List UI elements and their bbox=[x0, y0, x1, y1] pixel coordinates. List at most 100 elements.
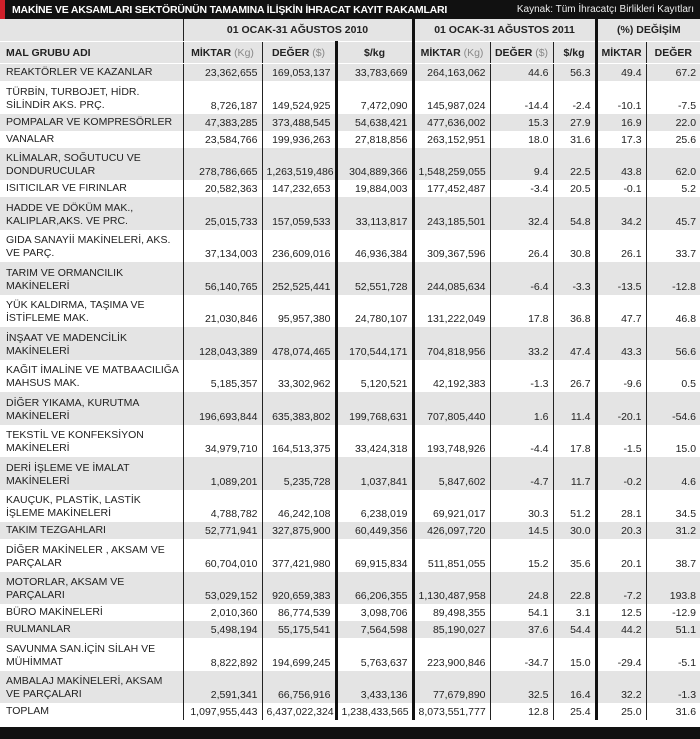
cell-value: 15.0 bbox=[645, 424, 700, 457]
cell-value: 46,242,108 bbox=[261, 489, 336, 522]
cell-value: 31.6 bbox=[645, 703, 700, 720]
group-2010: 01 OCAK-31 AĞUSTOS 2010 bbox=[182, 19, 414, 42]
cell-value: 20.5 bbox=[552, 180, 597, 197]
cell-value: 5.2 bbox=[645, 180, 700, 197]
col-perkg-2010: $/kg bbox=[334, 41, 414, 64]
cell-value: 128,043,389 bbox=[182, 327, 262, 360]
cell-value: 377,421,980 bbox=[261, 539, 336, 572]
cell-value: 157,059,533 bbox=[261, 197, 336, 230]
table-row: KLİMALAR, SOĞUTUCU VE DONDURUCULAR 278,78… bbox=[0, 147, 700, 180]
cell-value: 6,437,022,324 bbox=[261, 703, 336, 720]
row-label: DİĞER MAKİNELER , AKSAM VE PARÇALAR bbox=[6, 543, 165, 569]
cell-value: 304,889,366 bbox=[334, 147, 414, 180]
cell-value: 85,190,027 bbox=[411, 621, 491, 638]
table-row: DİĞER YIKAMA, KURUTMA MAKİNELERİ 196,693,… bbox=[0, 392, 700, 425]
cell-value: 511,851,055 bbox=[411, 539, 491, 572]
row-label: TEKSTİL VE KONFEKSİYON MAKİNELERİ bbox=[6, 429, 144, 454]
cell-value: 24,780,107 bbox=[334, 294, 414, 327]
cell-value: 23,362,655 bbox=[182, 63, 262, 81]
cell-value: -1.3 bbox=[489, 359, 554, 392]
table-row: İNŞAAT VE MADENCİLİK MAKİNELERİ 128,043,3… bbox=[0, 327, 700, 360]
cell-value: -14.4 bbox=[489, 81, 554, 114]
cell-value: 2,010,360 bbox=[182, 604, 262, 621]
cell-value: -4.7 bbox=[489, 457, 554, 490]
cell-value: -7.5 bbox=[645, 81, 700, 114]
cell-value: 147,232,653 bbox=[261, 180, 336, 197]
row-label: DİĞER YIKAMA, KURUTMA MAKİNELERİ bbox=[6, 396, 139, 422]
row-label: YÜK KALDIRMA, TAŞIMA VE İSTİFLEME MAK. bbox=[6, 299, 145, 324]
table-row: KAĞIT İMALİNE VE MATBAACILIĞA MAHSUS MAK… bbox=[0, 359, 700, 392]
cell-value: 33.2 bbox=[489, 327, 554, 360]
cell-value: 32.4 bbox=[489, 197, 554, 230]
cell-value: 1,548,259,055 bbox=[411, 147, 491, 180]
cell-value: 8,726,187 bbox=[182, 81, 262, 114]
table-row: POMPALAR VE KOMPRESÖRLER 47,383,285 373,48… bbox=[0, 113, 700, 131]
cell-value: 193.8 bbox=[645, 571, 700, 604]
cell-value: 36.8 bbox=[552, 294, 597, 327]
cell-value: 30.3 bbox=[489, 489, 554, 522]
cell-value: -2.4 bbox=[552, 81, 597, 114]
table-row: BÜRO MAKİNELERİ 2,010,360 86,774,539 3,098,… bbox=[0, 604, 700, 621]
cell-value: 95,957,380 bbox=[261, 294, 336, 327]
cell-value: -0.2 bbox=[594, 457, 647, 490]
row-label: AMBALAJ MAKİNELERİ, AKSAM VE PARÇALARI bbox=[6, 675, 163, 700]
cell-value: 327,875,900 bbox=[261, 522, 336, 539]
cell-value: 704,818,956 bbox=[411, 327, 491, 360]
cell-value: -4.4 bbox=[489, 424, 554, 457]
source-note: Kaynak: Tüm İhracatçı Birlikleri Kayıtla… bbox=[516, 4, 694, 15]
cell-value: 264,163,062 bbox=[411, 63, 491, 81]
cell-value: 66,756,916 bbox=[261, 670, 336, 703]
row-label: VANALAR bbox=[6, 132, 55, 145]
cell-value: 164,513,375 bbox=[261, 424, 336, 457]
table-row: GIDA SANAYİİ MAKİNELERİ, AKS. VE PARÇ. 37… bbox=[0, 229, 700, 262]
cell-value: -10.1 bbox=[594, 81, 647, 114]
export-data-table: 01 OCAK-31 AĞUSTOS 2010 01 OCAK-31 AĞUST… bbox=[0, 19, 700, 720]
cell-value: 33.7 bbox=[645, 229, 700, 262]
cell-value: 12.5 bbox=[594, 604, 647, 621]
cell-value: 3,098,706 bbox=[334, 604, 414, 621]
cell-value: 223,900,846 bbox=[411, 638, 491, 671]
title-bar: MAKİNE VE AKSAMLARI SEKTÖRÜNÜN TAMAMINA … bbox=[0, 0, 700, 19]
group-header-row: 01 OCAK-31 AĞUSTOS 2010 01 OCAK-31 AĞUST… bbox=[0, 19, 700, 42]
cell-value: 15.0 bbox=[552, 638, 597, 671]
cell-value: 69,915,834 bbox=[334, 539, 414, 572]
table-row: REAKTÖRLER VE KAZANLAR 23,362,655 169,053,… bbox=[0, 63, 700, 81]
cell-value: 263,152,951 bbox=[411, 130, 491, 148]
cell-value: 1,238,433,565 bbox=[334, 703, 414, 720]
cell-value: 53,029,152 bbox=[182, 571, 262, 604]
cell-value: 54,638,421 bbox=[334, 113, 414, 131]
cell-value: -12.9 bbox=[645, 604, 700, 621]
cell-value: 252,525,441 bbox=[261, 262, 336, 295]
cell-value: 11.4 bbox=[552, 392, 597, 425]
cell-value: -3.3 bbox=[552, 262, 597, 295]
cell-value: -3.4 bbox=[489, 180, 554, 197]
cell-value: 26.1 bbox=[594, 229, 647, 262]
cell-value: 49.4 bbox=[594, 63, 647, 81]
cell-value: 45.7 bbox=[645, 197, 700, 230]
cell-value: 6,238,019 bbox=[334, 489, 414, 522]
cell-value: 193,748,926 bbox=[411, 424, 491, 457]
cell-value: 12.8 bbox=[489, 703, 554, 720]
cell-value: 46,936,384 bbox=[334, 229, 414, 262]
cell-value: 199,768,631 bbox=[334, 392, 414, 425]
cell-value: 177,452,487 bbox=[411, 180, 491, 197]
cell-value: 309,367,596 bbox=[411, 229, 491, 262]
col-name: MAL GRUBU ADI bbox=[0, 41, 183, 64]
cell-value: 5,185,357 bbox=[182, 359, 262, 392]
cell-value: 52,551,728 bbox=[334, 262, 414, 295]
col-perkg-2011: $/kg bbox=[552, 41, 597, 64]
cell-value: 33,302,962 bbox=[261, 359, 336, 392]
cell-value: 54.4 bbox=[552, 621, 597, 638]
cell-value: 145,987,024 bbox=[411, 81, 491, 114]
cell-value: 9.4 bbox=[489, 147, 554, 180]
cell-value: 47.7 bbox=[594, 294, 647, 327]
table-title: MAKİNE VE AKSAMLARI SEKTÖRÜNÜN TAMAMINA … bbox=[12, 3, 448, 16]
cell-value: 22.8 bbox=[552, 571, 597, 604]
cell-value: 30.0 bbox=[552, 522, 597, 539]
table-row: AMBALAJ MAKİNELERİ, AKSAM VE PARÇALARI 2,… bbox=[0, 670, 700, 703]
cell-value: 30.8 bbox=[552, 229, 597, 262]
cell-value: 43.3 bbox=[594, 327, 647, 360]
cell-value: 5,120,521 bbox=[334, 359, 414, 392]
row-label: İNŞAAT VE MADENCİLİK MAKİNELERİ bbox=[6, 331, 127, 357]
cell-value: 62.0 bbox=[645, 147, 700, 180]
